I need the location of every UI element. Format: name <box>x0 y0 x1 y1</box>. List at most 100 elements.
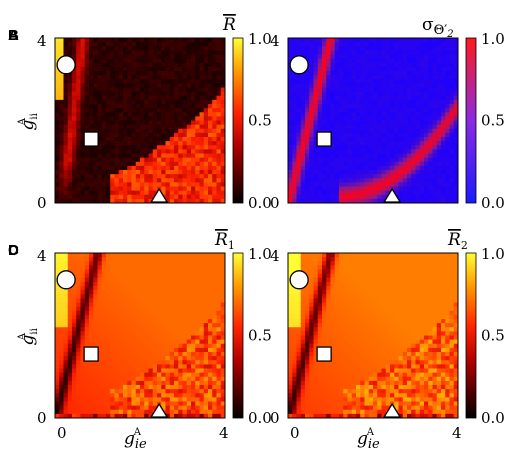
heatmap-cell <box>110 116 115 121</box>
heatmap-cell <box>148 302 154 308</box>
heatmap-cell <box>59 372 64 378</box>
heatmap-cell <box>84 128 90 134</box>
heatmap-cell <box>101 145 107 150</box>
heatmap-cell <box>432 165 438 171</box>
heatmap-cell <box>76 186 81 192</box>
heatmap-cell <box>300 120 306 126</box>
heatmap-cell <box>140 42 145 47</box>
heatmap-cell <box>216 190 222 196</box>
heatmap-cell <box>140 170 145 175</box>
heatmap-cell <box>339 104 344 109</box>
heatmap-cell <box>343 58 348 64</box>
heatmap-cell <box>123 393 128 398</box>
heatmap-cell <box>195 71 200 76</box>
heatmap-cell <box>220 319 226 324</box>
heatmap-cell <box>174 306 179 312</box>
heatmap-cell <box>59 104 64 109</box>
heatmap-cell <box>300 360 306 365</box>
heatmap-cell <box>292 253 297 258</box>
heatmap-cell <box>313 54 319 60</box>
heatmap-cell <box>381 108 387 113</box>
heatmap-cell <box>377 182 382 187</box>
heatmap-cell <box>296 413 302 419</box>
heatmap-cell <box>407 186 412 192</box>
heatmap-cell <box>110 120 115 126</box>
heatmap-cell <box>292 112 297 117</box>
heatmap-cell <box>55 290 60 295</box>
heatmap-cell <box>208 62 213 68</box>
heatmap-cell <box>212 310 217 316</box>
heatmap-cell <box>144 310 149 316</box>
heatmap-cell <box>305 174 310 179</box>
heatmap-cell <box>195 38 200 43</box>
heatmap-cell <box>309 99 314 105</box>
heatmap-cell <box>80 120 86 126</box>
heatmap-cell <box>195 360 200 365</box>
heatmap-cell <box>368 182 374 187</box>
heatmap-cell <box>216 137 222 142</box>
heatmap-cell <box>191 347 196 353</box>
heatmap-cell <box>118 286 124 291</box>
heatmap-cell <box>292 42 297 47</box>
heatmap-cell <box>394 157 399 163</box>
heatmap-cell <box>445 66 450 72</box>
heatmap-cell <box>347 83 353 88</box>
heatmap-cell <box>402 198 408 204</box>
heatmap-cell <box>144 174 149 179</box>
heatmap-cell <box>309 108 314 113</box>
heatmap-cell <box>195 405 200 411</box>
heatmap-cell <box>63 401 69 407</box>
heatmap-cell <box>93 182 98 187</box>
heatmap-cell <box>351 46 357 51</box>
heatmap-cell <box>161 405 166 411</box>
heatmap-cell <box>381 116 387 121</box>
heatmap-cell <box>326 108 331 113</box>
heatmap-cell <box>93 389 98 394</box>
heatmap-cell <box>110 50 115 55</box>
square-marker <box>316 131 332 147</box>
heatmap-cell <box>208 286 213 291</box>
heatmap-cell <box>191 71 196 76</box>
heatmap-cell <box>199 128 205 134</box>
heatmap-cell <box>377 120 382 126</box>
heatmap-cell <box>174 161 179 167</box>
heatmap-cell <box>212 273 217 279</box>
heatmap-cell <box>97 149 103 154</box>
heatmap-cell <box>106 157 111 163</box>
heatmap-cell <box>169 306 175 312</box>
heatmap-cell <box>377 71 382 76</box>
heatmap-cell <box>118 87 124 93</box>
heatmap-cell <box>445 161 450 167</box>
heatmap-cell <box>55 132 60 138</box>
heatmap-cell <box>385 149 391 154</box>
heatmap-cell <box>343 182 348 187</box>
heatmap-cell <box>394 174 399 179</box>
heatmap-cell <box>55 198 60 204</box>
heatmap-cell <box>97 372 103 378</box>
heatmap-cell <box>195 124 200 130</box>
heatmap-cell <box>356 137 361 142</box>
heatmap-cell <box>368 190 374 196</box>
heatmap-cell <box>135 145 141 150</box>
heatmap-cell <box>169 323 175 328</box>
heatmap-cell <box>186 112 192 117</box>
heatmap-cell <box>161 385 166 390</box>
heatmap-cell <box>123 409 128 415</box>
heatmap-cell <box>63 137 69 142</box>
heatmap-cell <box>174 132 179 138</box>
heatmap-cell <box>339 161 344 167</box>
heatmap-cell <box>212 108 217 113</box>
heatmap-cell <box>195 397 200 402</box>
heatmap-cell <box>182 120 188 126</box>
heatmap-cell <box>364 104 370 109</box>
heatmap-cell <box>174 273 179 279</box>
heatmap-cell <box>347 182 353 187</box>
heatmap-cell <box>76 153 81 159</box>
heatmap-cell <box>191 376 196 382</box>
heatmap-cell <box>326 46 331 51</box>
heatmap-cell <box>131 393 137 398</box>
heatmap-cell <box>339 178 344 183</box>
heatmap-cell <box>174 120 179 126</box>
heatmap-cell <box>123 306 128 312</box>
heatmap-cell <box>144 50 149 55</box>
